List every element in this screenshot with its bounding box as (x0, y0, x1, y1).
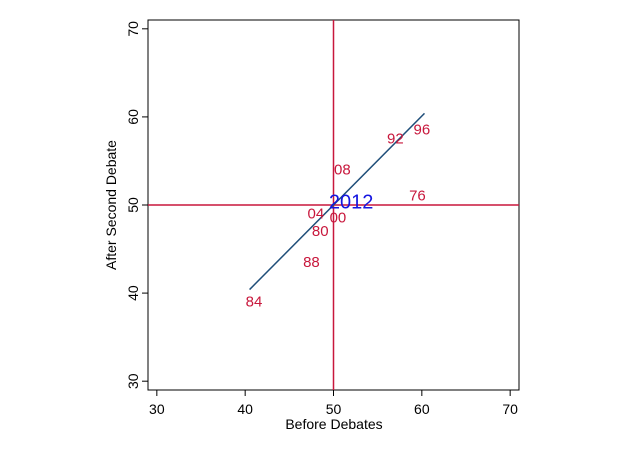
x-tick-label: 30 (149, 401, 165, 417)
point-label: 92 (387, 130, 404, 147)
point-label: 76 (409, 188, 426, 205)
x-tick-label: 40 (237, 401, 253, 417)
x-axis-title: Before Debates (285, 416, 382, 432)
fit-line (249, 112, 426, 291)
x-tick-label: 70 (502, 401, 518, 417)
point-label: 96 (413, 122, 430, 139)
point-label-2012: 2012 (329, 191, 374, 213)
y-tick-label: 60 (125, 109, 141, 125)
y-tick-label: 30 (125, 373, 141, 389)
point-label: 80 (312, 223, 329, 240)
point-label: 00 (330, 210, 347, 227)
point-label: 88 (303, 254, 320, 271)
y-axis-title: After Second Debate (103, 140, 119, 270)
point-label: 84 (246, 293, 263, 310)
y-tick-label: 50 (125, 197, 141, 213)
x-tick-label: 60 (414, 401, 430, 417)
point-label: 04 (307, 205, 324, 222)
x-tick-label: 50 (326, 401, 342, 417)
y-tick-label: 40 (125, 285, 141, 301)
point-label: 08 (334, 161, 351, 178)
y-tick-label: 70 (125, 21, 141, 37)
